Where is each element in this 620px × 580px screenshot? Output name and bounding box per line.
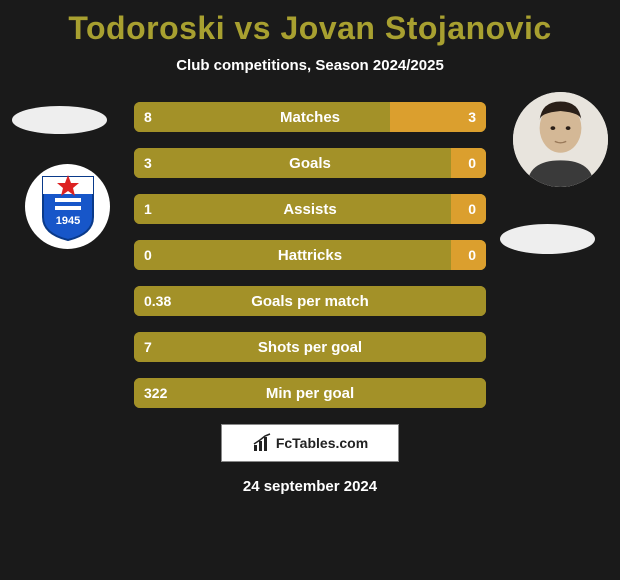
brand-label: FcTables.com <box>276 435 368 451</box>
svg-text:1945: 1945 <box>55 215 79 227</box>
page-title: Todoroski vs Jovan Stojanovic <box>0 0 620 47</box>
stat-label: Goals per match <box>134 286 486 316</box>
stat-label: Goals <box>134 148 486 178</box>
stat-row: 0.38Goals per match <box>134 286 486 316</box>
brand-footer: FcTables.com <box>221 424 399 462</box>
player-right-avatar <box>513 92 608 187</box>
player-silhouette-icon <box>513 92 608 187</box>
player-left-club-logo: 1945 <box>25 164 110 249</box>
player-left-avatar <box>12 106 107 134</box>
spartak-shield-icon: 1945 <box>38 172 98 242</box>
stat-label: Hattricks <box>134 240 486 270</box>
stat-label: Assists <box>134 194 486 224</box>
stat-label: Min per goal <box>134 378 486 408</box>
stat-row: 30Goals <box>134 148 486 178</box>
date-label: 24 september 2024 <box>0 478 620 495</box>
stat-row: 10Assists <box>134 194 486 224</box>
stat-row: 7Shots per goal <box>134 332 486 362</box>
subtitle: Club competitions, Season 2024/2025 <box>0 57 620 74</box>
stat-label: Shots per goal <box>134 332 486 362</box>
stat-row: 322Min per goal <box>134 378 486 408</box>
comparison-content: 1945 83Matches 30Goals 10Assists 00Hattrick… <box>0 92 620 408</box>
stat-label: Matches <box>134 102 486 132</box>
stat-row: 83Matches <box>134 102 486 132</box>
player-right-club-logo <box>500 224 595 254</box>
fctables-logo-icon <box>252 433 272 453</box>
stat-row: 00Hattricks <box>134 240 486 270</box>
stat-bars-container: 83Matches 30Goals 10Assists 00Hattricks 0.38… <box>134 92 486 408</box>
